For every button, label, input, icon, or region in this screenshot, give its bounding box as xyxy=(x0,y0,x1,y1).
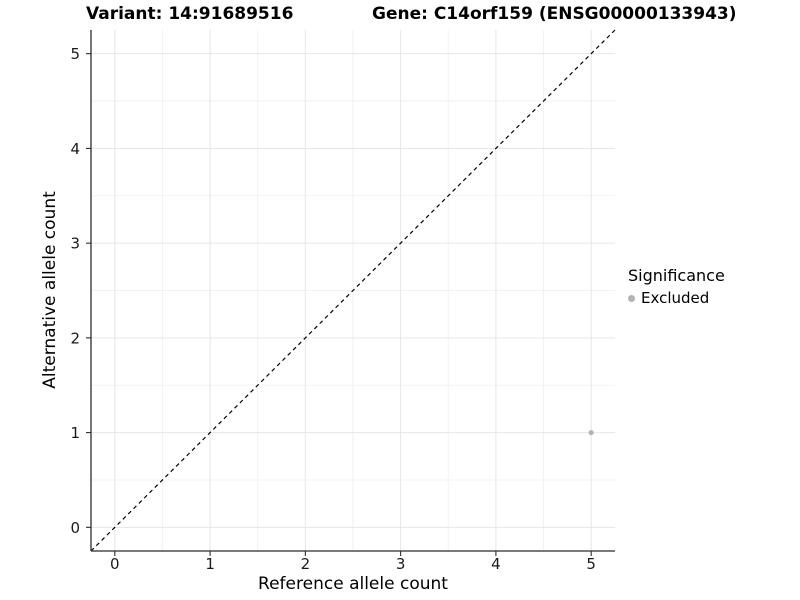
y-tick-label: 0 xyxy=(70,519,80,537)
x-tick-label: 5 xyxy=(586,555,596,573)
y-tick-label: 5 xyxy=(70,45,80,63)
x-tick-label: 2 xyxy=(301,555,311,573)
legend: Significance Excluded xyxy=(628,266,725,307)
y-tick-label: 2 xyxy=(70,329,80,347)
x-tick-label: 3 xyxy=(396,555,406,573)
legend-item-label: Excluded xyxy=(641,289,710,307)
legend-item: Excluded xyxy=(628,289,725,307)
legend-title: Significance xyxy=(628,266,725,285)
legend-point-icon xyxy=(628,294,635,302)
y-axis-label: Alternative allele count xyxy=(40,191,60,389)
identity-line xyxy=(90,29,616,552)
x-tick-label: 4 xyxy=(491,555,501,573)
data-point xyxy=(588,429,594,436)
legend-items: Excluded xyxy=(628,289,725,307)
y-tick-label: 4 xyxy=(70,140,80,158)
plot-title-gene: Gene: C14orf159 (ENSG00000133943) xyxy=(372,4,737,24)
x-tick-label: 0 xyxy=(110,555,120,573)
y-tick-label: 3 xyxy=(70,235,80,253)
x-axis-label: Reference allele count xyxy=(258,574,448,594)
x-tick-label: 1 xyxy=(205,555,215,573)
y-tick-label: 1 xyxy=(70,424,80,442)
plot-title-variant: Variant: 14:91689516 xyxy=(86,4,294,24)
